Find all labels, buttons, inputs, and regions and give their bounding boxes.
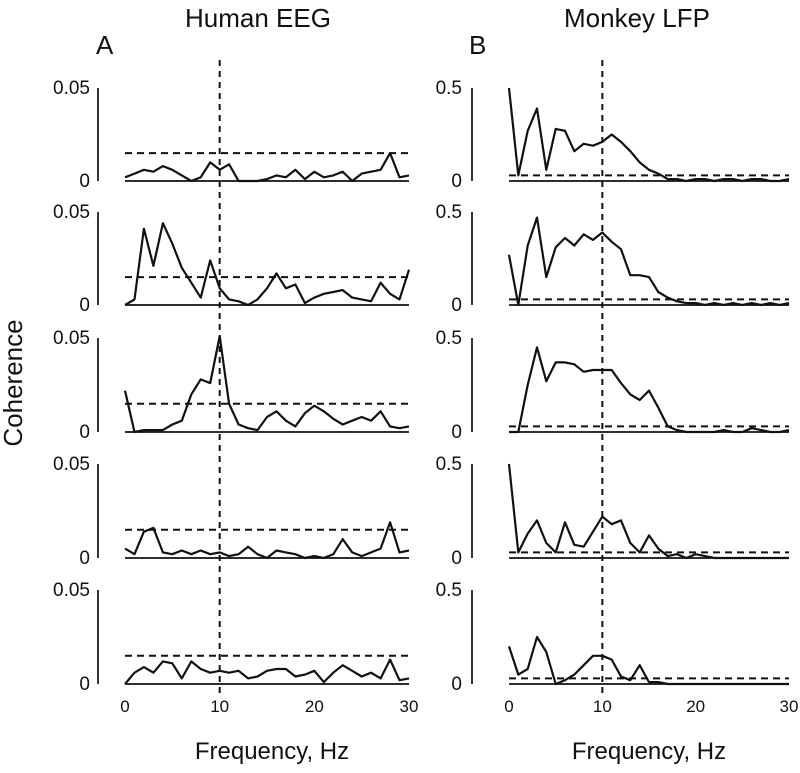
y-tick-label-max: 0.05 xyxy=(53,328,90,349)
y-tick-label-zero: 0 xyxy=(79,295,90,316)
panel-b-2: 0.50 xyxy=(436,202,790,316)
column-b-x-axis-label: Frequency, Hz xyxy=(572,738,726,765)
y-tick-label-max: 0.5 xyxy=(436,580,462,601)
panel-b-letter: B xyxy=(469,30,486,60)
panel-a-1: 0.05 0 xyxy=(53,78,410,192)
x-tick-label-a: 20 xyxy=(305,697,324,716)
y-tick-label-max: 0.05 xyxy=(53,202,90,223)
y-tick-label-max: 0.5 xyxy=(436,202,462,223)
coherence-series-line xyxy=(124,521,410,560)
y-tick-label-zero: 0 xyxy=(451,171,462,192)
panel-b-5: 0.50 xyxy=(436,580,789,695)
panel-a-2: 0.05 0 xyxy=(53,202,411,316)
coherence-series-line xyxy=(507,635,789,686)
x-tick-label-b: 0 xyxy=(504,697,513,716)
y-tick-label-zero: 0 xyxy=(79,422,90,443)
panel-a-letter: A xyxy=(96,30,114,60)
coherence-series-line xyxy=(507,463,789,560)
y-tick-label-zero: 0 xyxy=(451,674,462,695)
column-a-x-axis-label: Frequency, Hz xyxy=(195,738,349,765)
y-tick-label-max: 0.05 xyxy=(53,454,90,475)
y-tick-label-max: 0.05 xyxy=(53,580,90,601)
panel-b-1: 0.50 xyxy=(436,78,790,192)
coherence-series-line xyxy=(124,152,410,183)
panel-b-3: 0.50 xyxy=(436,328,790,443)
panel-b-4: 0.50 xyxy=(436,454,789,569)
panel-a-3: 0.05 0 xyxy=(53,328,410,443)
y-tick-label-max: 0.5 xyxy=(436,328,462,349)
y-axis-label: Coherence xyxy=(0,319,28,446)
x-tick-label-a: 10 xyxy=(210,697,229,716)
coherence-series-line xyxy=(507,87,790,183)
y-tick-label-zero: 0 xyxy=(451,422,462,443)
coherence-series-line xyxy=(507,216,790,307)
x-tick-label-b: 20 xyxy=(686,697,705,716)
x-tick-label-a: 30 xyxy=(400,697,419,716)
x-tick-label-b: 10 xyxy=(593,697,612,716)
y-tick-label-zero: 0 xyxy=(451,295,462,316)
y-tick-label-max: 0.05 xyxy=(53,78,90,99)
y-tick-label-max: 0.5 xyxy=(436,454,462,475)
y-tick-label-zero: 0 xyxy=(79,548,90,569)
coherence-series-line xyxy=(124,658,410,685)
column-a-title: Human EEG xyxy=(185,3,331,33)
x-tick-label-a: 0 xyxy=(120,697,129,716)
panel-a-5: 0.05 0 xyxy=(53,580,410,695)
y-tick-label-zero: 0 xyxy=(79,171,90,192)
coherence-series-line xyxy=(123,335,410,434)
coherence-series-line xyxy=(124,222,411,307)
panel-a-4: 0.05 0 xyxy=(53,454,410,569)
coherence-series-line xyxy=(509,346,790,434)
y-tick-label-max: 0.5 xyxy=(436,78,462,99)
y-tick-label-zero: 0 xyxy=(451,548,462,569)
y-tick-label-zero: 0 xyxy=(79,674,90,695)
x-tick-label-b: 30 xyxy=(780,697,799,716)
column-b-title: Monkey LFP xyxy=(564,3,710,33)
